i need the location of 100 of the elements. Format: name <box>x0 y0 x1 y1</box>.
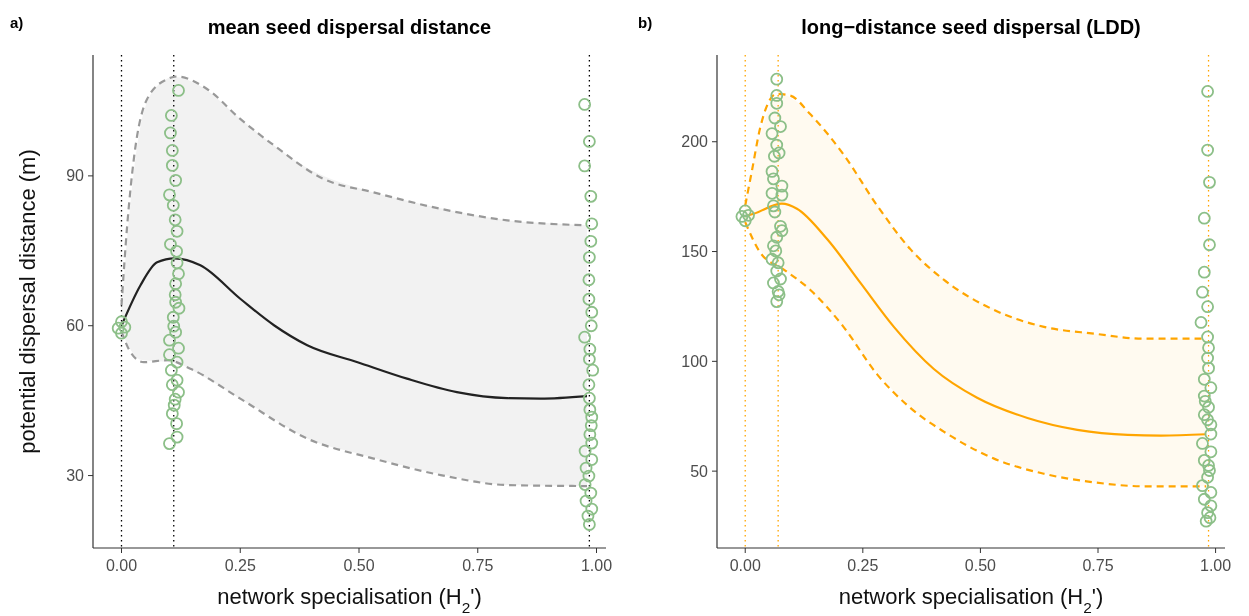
point <box>582 273 596 287</box>
point <box>115 326 128 340</box>
point <box>170 417 183 431</box>
point <box>775 188 789 202</box>
text: a) <box>10 14 24 31</box>
point <box>770 96 784 110</box>
point <box>769 244 783 258</box>
point <box>168 213 182 227</box>
point <box>165 144 179 157</box>
point <box>1203 511 1217 525</box>
x-tick-label: 0.75 <box>1082 557 1114 574</box>
point <box>1201 143 1214 157</box>
point <box>1204 427 1218 441</box>
point <box>111 321 125 335</box>
point <box>582 352 596 366</box>
point <box>765 164 779 178</box>
point <box>770 230 784 244</box>
point <box>767 149 781 163</box>
y-tick-label: 50 <box>690 462 709 480</box>
point <box>1196 285 1209 299</box>
point <box>1202 400 1215 414</box>
x-tick-label: 1.00 <box>1200 557 1232 574</box>
y-tick-label: 200 <box>681 133 709 151</box>
point <box>1204 486 1218 499</box>
point <box>582 378 596 392</box>
point <box>1199 514 1213 528</box>
x-tick-label: 0.00 <box>729 557 761 574</box>
point <box>170 244 183 258</box>
y-tick-label: 60 <box>66 317 85 335</box>
point <box>170 373 184 387</box>
point <box>1194 316 1208 329</box>
point <box>163 333 176 347</box>
y-tick-label: 90 <box>66 167 85 185</box>
point <box>1197 265 1211 279</box>
point <box>1197 492 1211 506</box>
point <box>1201 506 1214 520</box>
point <box>165 378 179 392</box>
point <box>767 172 780 186</box>
point <box>582 292 596 306</box>
point <box>168 288 182 302</box>
point <box>1201 351 1214 365</box>
point <box>582 469 596 483</box>
point <box>583 403 597 417</box>
point <box>168 392 182 406</box>
point <box>770 295 784 309</box>
point <box>765 127 779 141</box>
point <box>167 398 181 412</box>
point <box>584 319 598 333</box>
point <box>742 208 755 222</box>
point <box>1198 394 1212 408</box>
point <box>738 214 752 228</box>
point <box>1204 445 1218 459</box>
point <box>1202 361 1215 375</box>
point <box>771 256 785 270</box>
point <box>770 138 784 152</box>
point <box>775 179 789 193</box>
point <box>767 239 780 253</box>
point <box>164 109 178 122</box>
text: b) <box>638 14 653 31</box>
point <box>169 277 183 291</box>
point <box>771 285 785 298</box>
point <box>578 330 592 344</box>
point <box>165 158 179 172</box>
point <box>774 120 787 133</box>
point <box>735 210 749 223</box>
point <box>172 301 186 315</box>
point <box>1196 437 1209 450</box>
point <box>585 305 599 319</box>
x-tick-label: 0.50 <box>343 557 375 574</box>
point <box>1203 464 1216 477</box>
point <box>585 453 599 466</box>
x-tick-label: 0.25 <box>847 557 879 574</box>
point <box>163 188 176 202</box>
point <box>1201 413 1214 427</box>
point <box>1202 341 1215 355</box>
point <box>1203 238 1216 252</box>
x-axis-title: network specialisation (H$_{2}$') <box>838 584 1104 616</box>
point <box>172 84 185 97</box>
point <box>1197 408 1211 422</box>
point <box>582 391 596 405</box>
point <box>584 419 598 433</box>
point <box>1201 85 1214 98</box>
point <box>582 518 596 531</box>
y-tick-label: 150 <box>681 243 709 261</box>
point <box>767 276 780 290</box>
point <box>578 159 592 173</box>
point <box>1202 459 1215 472</box>
x-tick-label: 0.75 <box>462 557 494 574</box>
point <box>170 355 184 369</box>
point <box>770 72 784 86</box>
point <box>1197 389 1211 403</box>
point <box>164 237 177 251</box>
point <box>772 146 786 160</box>
y-tick-label: 30 <box>66 467 85 485</box>
point <box>578 478 592 491</box>
point <box>738 204 752 218</box>
chart-title: long−distance seed dispersal (LDD) <box>801 16 1141 38</box>
point <box>167 319 181 333</box>
point <box>768 205 782 219</box>
point <box>775 224 789 238</box>
